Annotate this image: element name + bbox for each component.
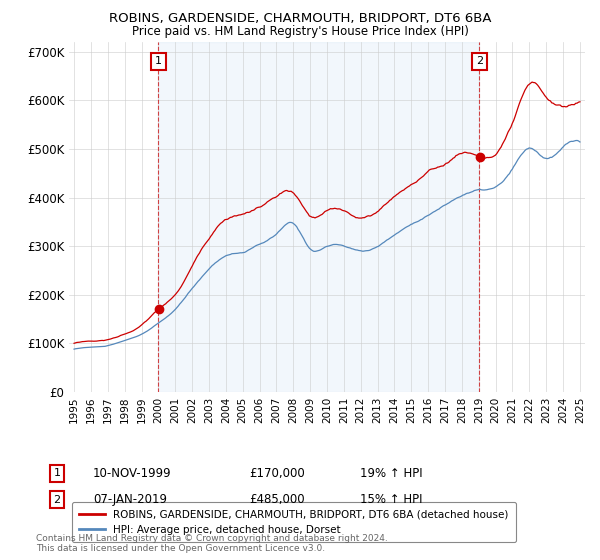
Text: £170,000: £170,000	[249, 466, 305, 480]
Text: 1: 1	[53, 468, 61, 478]
Legend: ROBINS, GARDENSIDE, CHARMOUTH, BRIDPORT, DT6 6BA (detached house), HPI: Average : ROBINS, GARDENSIDE, CHARMOUTH, BRIDPORT,…	[71, 502, 516, 542]
Text: 19% ↑ HPI: 19% ↑ HPI	[360, 466, 422, 480]
Text: 15% ↑ HPI: 15% ↑ HPI	[360, 493, 422, 506]
Bar	[158, 42, 479, 392]
Text: Price paid vs. HM Land Registry's House Price Index (HPI): Price paid vs. HM Land Registry's House …	[131, 25, 469, 38]
Text: Contains HM Land Registry data © Crown copyright and database right 2024.
This d: Contains HM Land Registry data © Crown c…	[36, 534, 388, 553]
Text: ROBINS, GARDENSIDE, CHARMOUTH, BRIDPORT, DT6 6BA: ROBINS, GARDENSIDE, CHARMOUTH, BRIDPORT,…	[109, 12, 491, 25]
Text: 1: 1	[155, 57, 162, 67]
Text: £485,000: £485,000	[249, 493, 305, 506]
Text: 10-NOV-1999: 10-NOV-1999	[93, 466, 172, 480]
Text: 2: 2	[476, 57, 483, 67]
Text: 2: 2	[53, 494, 61, 505]
Text: 07-JAN-2019: 07-JAN-2019	[93, 493, 167, 506]
